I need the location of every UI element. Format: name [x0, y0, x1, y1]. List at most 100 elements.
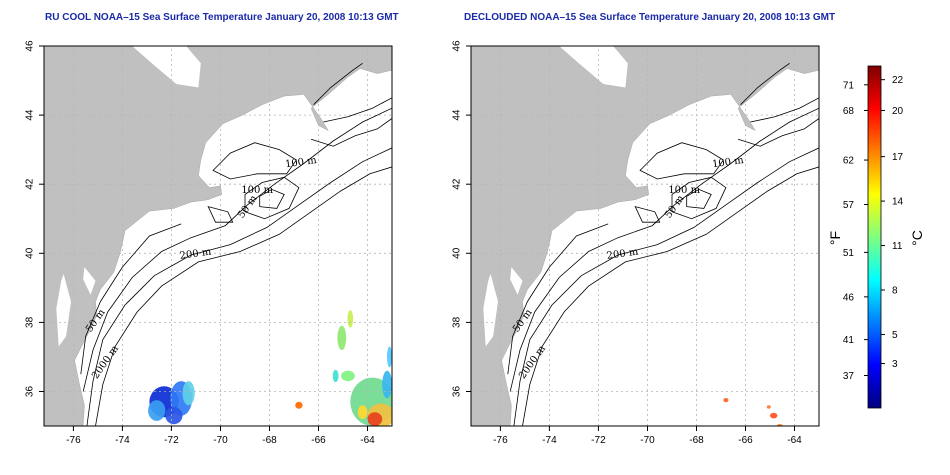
sst-patch [332, 369, 339, 383]
contour-georges [244, 176, 300, 220]
contour-georges-inner [259, 188, 285, 209]
colorbar-gradient [867, 65, 882, 409]
sst-patch [770, 412, 778, 419]
sst-patch [776, 423, 783, 426]
celsius-tick-label: 22 [892, 75, 904, 86]
lat-tick-label: 38 [25, 316, 36, 328]
contour-2000m [522, 166, 819, 426]
lon-tick-label: -68 [262, 435, 277, 446]
sst-patch [341, 370, 355, 382]
lon-tick-label: -68 [689, 435, 704, 446]
lon-tick-label: -72 [591, 435, 606, 446]
contour-200m [513, 147, 819, 426]
contour-fundy [313, 62, 363, 105]
lon-tick-label: -70 [213, 435, 228, 446]
fahrenheit-unit-label: °F [827, 231, 843, 245]
delaware-bay [510, 267, 523, 295]
contour-label: 100 m [711, 155, 744, 170]
contour-label: 100 m [284, 155, 317, 170]
contour-gulf-maine [639, 142, 724, 180]
fahrenheit-tick-label: 41 [843, 335, 855, 346]
contour-200m [86, 147, 392, 426]
lat-tick-label: 42 [452, 178, 463, 190]
inland-water [559, 46, 628, 88]
contour-fundy [740, 62, 790, 105]
lat-tick-label: 36 [25, 386, 36, 398]
celsius-tick-label: 17 [892, 152, 904, 163]
fahrenheit-tick-label: 37 [843, 371, 855, 382]
fahrenheit-tick-label: 46 [843, 292, 855, 303]
sst-patch [295, 401, 303, 409]
sst-patch [766, 405, 771, 409]
celsius-tick-label: 20 [892, 106, 904, 117]
lat-tick-label: 36 [452, 386, 463, 398]
celsius-tick-label: 5 [892, 330, 898, 341]
sst-patch [387, 346, 392, 368]
contour-label: 200 m [606, 246, 639, 261]
contour-nantucket [207, 205, 234, 223]
celsius-tick-label: 11 [892, 241, 903, 252]
contour-50m [507, 223, 609, 375]
lat-tick-label: 46 [25, 40, 36, 52]
left-map-title: RU COOL NOAA–15 Sea Surface Temperature … [45, 12, 399, 23]
contour-100m [82, 107, 392, 392]
contour-50m [80, 223, 182, 375]
celsius-tick-label: 8 [892, 286, 898, 297]
contour-label: 200 m [179, 246, 212, 261]
contour-georges-inner [686, 188, 712, 209]
lat-tick-label: 38 [452, 316, 463, 328]
delaware-bay [83, 267, 96, 295]
sst-patch [182, 381, 195, 406]
right-map-title: DECLOUDED NOAA–15 Sea Surface Temperatur… [464, 12, 836, 23]
contour-nantucket [634, 205, 661, 223]
sst-patch [148, 400, 166, 421]
contour-scotian-2 [750, 97, 819, 123]
contour-scotian-2 [323, 97, 392, 123]
contour-scotian [310, 118, 392, 147]
lon-tick-label: -74 [115, 435, 130, 446]
temperature-colorbar: 71 68 62 57 51 46 41 37 22 20 17 14 11 8 5 3 °F °C [827, 65, 925, 409]
sst-patch [367, 412, 383, 426]
fahrenheit-tick-label: 57 [843, 200, 855, 211]
sst-patch [382, 370, 392, 399]
lat-tick-label: 40 [25, 247, 36, 259]
map-frame [43, 45, 393, 427]
contour-100m [509, 107, 819, 392]
fahrenheit-tick-label: 71 [843, 80, 855, 91]
lat-tick-label: 40 [452, 247, 463, 259]
lon-tick-label: -76 [493, 435, 508, 446]
contour-georges [671, 176, 727, 220]
celsius-tick-label: 3 [892, 359, 898, 370]
contour-gulf-maine [212, 142, 297, 180]
lat-tick-label: 44 [25, 109, 36, 121]
fahrenheit-tick-label: 51 [843, 248, 855, 259]
chesapeake-bay [56, 274, 71, 347]
lon-tick-label: -74 [542, 435, 557, 446]
sst-patch [347, 310, 354, 328]
lon-tick-label: -66 [738, 435, 753, 446]
lat-tick-label: 46 [452, 40, 463, 52]
contour-scotian [737, 118, 819, 147]
contour-label: 100 m [668, 185, 700, 196]
lon-tick-label: -64 [360, 435, 375, 446]
celsius-tick-label: 14 [892, 197, 904, 208]
sst-patch [723, 398, 729, 403]
sst-patch [357, 405, 368, 420]
lon-tick-label: -76 [66, 435, 81, 446]
map-frame [470, 45, 820, 427]
lat-tick-label: 42 [25, 178, 36, 190]
sst-patch [165, 407, 183, 425]
inland-water [132, 46, 201, 88]
celsius-unit-label: °C [909, 230, 925, 246]
fahrenheit-tick-label: 68 [843, 106, 855, 117]
sst-patch [337, 325, 347, 350]
lon-tick-label: -64 [787, 435, 802, 446]
contour-2000m [95, 166, 392, 426]
contour-label: 100 m [241, 185, 273, 196]
lon-tick-label: -66 [311, 435, 326, 446]
chesapeake-bay [483, 274, 498, 347]
